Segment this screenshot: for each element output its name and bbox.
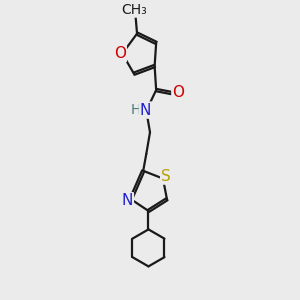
- Text: S: S: [161, 169, 171, 184]
- Text: CH₃: CH₃: [121, 3, 146, 16]
- Text: N: N: [122, 193, 133, 208]
- Text: N: N: [140, 103, 152, 118]
- Text: H: H: [130, 103, 141, 117]
- Text: O: O: [172, 85, 184, 100]
- Text: O: O: [114, 46, 126, 61]
